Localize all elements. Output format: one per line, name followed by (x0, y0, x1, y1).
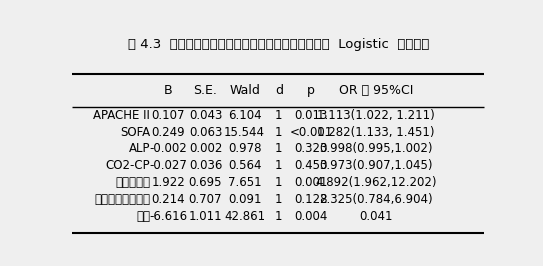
Text: 0.063: 0.063 (189, 126, 222, 139)
Text: Wald: Wald (229, 84, 260, 97)
Text: 0.002: 0.002 (189, 142, 222, 155)
Text: 42.861: 42.861 (224, 210, 265, 223)
Text: 中重度肾功能不全: 中重度肾功能不全 (94, 193, 150, 206)
Text: 1: 1 (275, 210, 283, 223)
Text: -6.616: -6.616 (149, 210, 187, 223)
Text: 0.564: 0.564 (228, 159, 261, 172)
Text: 0.978: 0.978 (228, 142, 261, 155)
Text: 0.128: 0.128 (294, 193, 328, 206)
Text: 0.973(0.907,1.045): 0.973(0.907,1.045) (319, 159, 433, 172)
Text: 0.041: 0.041 (359, 210, 393, 223)
Text: 0.001: 0.001 (294, 176, 328, 189)
Text: -0.027: -0.027 (149, 159, 187, 172)
Text: 1: 1 (275, 159, 283, 172)
Text: 0.013: 0.013 (294, 109, 328, 122)
Text: SOFA: SOFA (120, 126, 150, 139)
Text: p: p (307, 84, 315, 97)
Text: 0.998(0.995,1.002): 0.998(0.995,1.002) (319, 142, 433, 155)
Text: d: d (275, 84, 283, 97)
Text: 常数: 常数 (136, 210, 150, 223)
Text: CO2-CP: CO2-CP (105, 159, 150, 172)
Text: 1: 1 (275, 176, 283, 189)
Text: 1: 1 (275, 109, 283, 122)
Text: 1.922: 1.922 (151, 176, 185, 189)
Text: 0.004: 0.004 (294, 210, 328, 223)
Text: <0.001: <0.001 (289, 126, 333, 139)
Text: 0.214: 0.214 (151, 193, 185, 206)
Text: 0.043: 0.043 (189, 109, 222, 122)
Text: 0.107: 0.107 (151, 109, 185, 122)
Text: 4.892(1.962,12.202): 4.892(1.962,12.202) (315, 176, 437, 189)
Text: 0.091: 0.091 (228, 193, 261, 206)
Text: 7.651: 7.651 (228, 176, 261, 189)
Text: 0.323: 0.323 (294, 142, 328, 155)
Text: APACHE II: APACHE II (93, 109, 150, 122)
Text: 0.707: 0.707 (189, 193, 222, 206)
Text: S.E.: S.E. (193, 84, 217, 97)
Text: 0.453: 0.453 (294, 159, 328, 172)
Text: 0.036: 0.036 (189, 159, 222, 172)
Text: 1: 1 (275, 126, 283, 139)
Text: 脑血管疾病: 脑血管疾病 (115, 176, 150, 189)
Text: 0.695: 0.695 (189, 176, 222, 189)
Text: 1.282(1.133, 1.451): 1.282(1.133, 1.451) (317, 126, 434, 139)
Text: 1: 1 (275, 193, 283, 206)
Text: B: B (164, 84, 173, 97)
Text: 0.249: 0.249 (151, 126, 185, 139)
Text: 6.104: 6.104 (228, 109, 261, 122)
Text: ALP: ALP (129, 142, 150, 155)
Text: 1.011: 1.011 (188, 210, 222, 223)
Text: OR 和 95%CI: OR 和 95%CI (339, 84, 413, 97)
Text: 1.113(1.022, 1.211): 1.113(1.022, 1.211) (317, 109, 435, 122)
Text: 表 4.3  影响肺炎克雷伯菌致脓毒症患者预后的多因素  Logistic  回归分析: 表 4.3 影响肺炎克雷伯菌致脓毒症患者预后的多因素 Logistic 回归分析 (128, 38, 429, 51)
Text: 1: 1 (275, 142, 283, 155)
Text: 15.544: 15.544 (224, 126, 265, 139)
Text: 2.325(0.784,6.904): 2.325(0.784,6.904) (319, 193, 433, 206)
Text: -0.002: -0.002 (149, 142, 187, 155)
